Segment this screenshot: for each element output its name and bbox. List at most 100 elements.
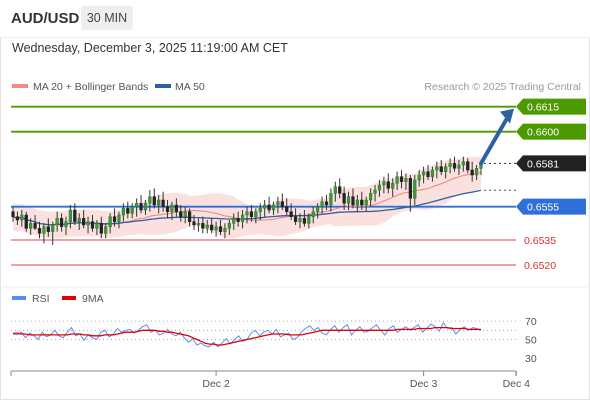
level-tag-0.6555: 0.6555: [516, 198, 586, 215]
rsi-tick-70: 70: [525, 316, 537, 328]
candle: [232, 213, 236, 230]
candle: [426, 165, 430, 180]
candle: [404, 173, 408, 190]
candle: [29, 218, 33, 235]
attribution-text: Research © 2025 Trading Central: [424, 81, 581, 93]
candle-body: [179, 211, 183, 217]
timeframe-selector[interactable]: 30 MIN: [81, 6, 133, 30]
candle-body: [42, 226, 46, 234]
candle-body: [329, 193, 333, 206]
candle: [346, 191, 351, 210]
candle-body: [201, 223, 205, 229]
candle-body: [360, 199, 364, 206]
candle: [377, 180, 382, 197]
forecast-arrow-shaft: [479, 114, 510, 166]
candle-body: [196, 223, 201, 226]
level-tag-0.6615: 0.6615: [516, 98, 586, 115]
candle: [196, 218, 201, 232]
current-price-shape: [516, 155, 586, 172]
candle-body: [298, 218, 302, 222]
candle: [210, 218, 214, 234]
candle: [187, 208, 192, 227]
candle-body: [293, 216, 298, 222]
legend-ma50-label: MA 50: [175, 81, 205, 93]
rsi-tick-30: 30: [525, 353, 537, 365]
candle: [439, 160, 443, 175]
candle-body: [254, 211, 258, 217]
candle-body: [90, 221, 95, 229]
candle-body: [258, 208, 262, 212]
candle-body: [391, 183, 395, 189]
candle: [201, 216, 205, 234]
x-axis: Dec 2 Dec 3 Dec 4: [10, 371, 531, 390]
candle: [373, 185, 377, 202]
candle-body: [435, 166, 439, 171]
candle: [82, 210, 86, 229]
candle: [179, 205, 183, 222]
x-tick-label: Dec 4: [503, 378, 531, 390]
candle: [143, 200, 148, 215]
candle-body: [417, 174, 421, 181]
candle: [227, 220, 231, 235]
rsi-tick-50: 50: [525, 335, 537, 347]
candle: [355, 195, 359, 212]
candle-body: [280, 201, 284, 207]
candle-body: [267, 204, 271, 211]
candle-body: [77, 218, 81, 222]
candle-body: [20, 214, 24, 221]
candle: [271, 201, 276, 215]
level-label-0.6535: 0.6535: [524, 235, 556, 247]
candle: [90, 215, 95, 232]
datetime-label: Wednesday, December 3, 2025 11:19:00 AM …: [12, 41, 288, 55]
candle-body: [355, 199, 359, 206]
candle: [64, 216, 68, 235]
candle-body: [187, 211, 192, 222]
candle-body: [245, 211, 249, 216]
level-tag-shape: [516, 98, 586, 115]
candle: [130, 203, 134, 219]
candle: [51, 221, 55, 245]
rsi-panel: 70 50 30: [11, 316, 537, 365]
candle: [59, 213, 64, 232]
candle: [329, 188, 333, 212]
candle-body: [29, 223, 33, 229]
candle-body: [68, 209, 73, 222]
candle-body: [404, 178, 408, 182]
candle-body: [99, 223, 103, 234]
candle-body: [351, 196, 355, 206]
candle-body: [82, 218, 86, 226]
current-price-text: 0.6581: [527, 158, 559, 170]
candle: [360, 191, 364, 210]
candle: [165, 200, 170, 219]
candle: [276, 196, 280, 214]
candle-body: [457, 164, 461, 169]
candle: [174, 198, 178, 217]
candle-body: [24, 214, 28, 229]
candle: [457, 160, 461, 175]
legend-9ma-label: 9MA: [82, 293, 104, 305]
candle: [42, 223, 46, 244]
candle: [351, 188, 355, 209]
candle: [408, 175, 412, 212]
legend-ma20-swatch: [12, 84, 28, 88]
forecast-arrow: [479, 108, 514, 166]
legend-rsi-label: RSI: [32, 293, 50, 305]
level-labels: 0.6615 0.6600 0.6555 0.6535 0.6520 0.6581: [516, 98, 586, 272]
candle: [192, 215, 196, 230]
candle-body: [161, 199, 165, 207]
candle: [126, 201, 130, 219]
candle: [293, 208, 298, 225]
candle-body: [395, 176, 399, 184]
candle: [307, 213, 311, 229]
candle: [474, 165, 479, 180]
candle-body: [130, 206, 134, 214]
candle: [452, 156, 457, 172]
level-tag-shape: [516, 123, 586, 140]
candle: [320, 196, 324, 214]
candle: [152, 188, 156, 209]
level-tag-0.6600: 0.6600: [516, 123, 586, 140]
candle-body: [311, 211, 315, 217]
candle: [68, 205, 73, 229]
candle-body: [59, 218, 64, 227]
